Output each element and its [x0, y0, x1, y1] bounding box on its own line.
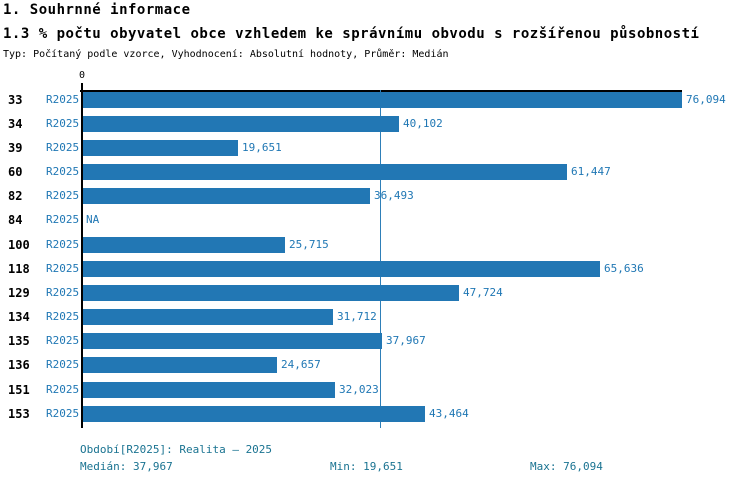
bar-value-label: 37,967 — [386, 334, 426, 348]
row-period-label: R2025 — [46, 213, 80, 227]
row-period-label: R2025 — [46, 358, 80, 372]
chart-row: 82 R2025 36,493 — [0, 188, 750, 205]
row-category-label: 134 — [8, 310, 30, 325]
bar-value-label: 24,657 — [281, 358, 321, 372]
row-category-label: 60 — [8, 165, 23, 180]
row-period-label: R2025 — [46, 189, 80, 203]
row-period-label: R2025 — [46, 165, 80, 179]
na-label: NA — [86, 213, 100, 227]
value-bar — [83, 405, 425, 422]
period-legend: Období[R2025]: Realita – 2025 — [80, 443, 273, 456]
chart-row: 34 R2025 40,102 — [0, 115, 750, 133]
row-period-label: R2025 — [46, 334, 80, 348]
y-axis-line — [81, 90, 83, 428]
value-bar — [83, 260, 600, 277]
row-category-label: 153 — [8, 406, 30, 421]
value-bar — [83, 284, 459, 301]
x-axis-zero-tick-label: 0 — [78, 70, 86, 81]
bar-value-label: 43,464 — [429, 406, 469, 420]
min-stat: Min: 19,651 — [330, 460, 403, 473]
bar-value-label: 61,447 — [571, 165, 611, 179]
chart-row: 135 R2025 37,967 — [0, 333, 750, 350]
chart-row: 60 R2025 61,447 — [0, 164, 750, 181]
x-axis-tick-mark — [81, 83, 83, 90]
section-title: 1. Souhrnné informace — [3, 2, 191, 18]
row-period-label: R2025 — [46, 116, 80, 130]
chart-row: 136 R2025 24,657 — [0, 357, 750, 374]
bar-value-label: 25,715 — [289, 237, 329, 251]
value-bar — [83, 91, 682, 108]
value-bar — [83, 188, 370, 205]
chart-settings-line: Typ: Počítaný podle vzorce, Vyhodnocení:… — [3, 49, 449, 60]
value-bar — [83, 381, 335, 398]
bar-value-label: 32,023 — [339, 382, 379, 396]
chart-row: 84 R2025 NA — [0, 212, 750, 229]
chart-row: 134 R2025 31,712 — [0, 309, 750, 326]
bar-value-label: 47,724 — [463, 285, 503, 299]
chart-row: 39 R2025 19,651 — [0, 139, 750, 157]
row-category-label: 129 — [8, 285, 30, 300]
row-category-label: 151 — [8, 382, 30, 397]
x-axis-line — [80, 90, 682, 92]
row-category-label: 33 — [8, 92, 23, 107]
row-category-label: 100 — [8, 237, 30, 252]
row-category-label: 82 — [8, 189, 23, 204]
value-bar — [83, 236, 285, 253]
row-category-label: 136 — [8, 358, 30, 373]
chart-title: 1.3 % počtu obyvatel obce vzhledem ke sp… — [3, 26, 700, 42]
value-bar — [83, 139, 238, 156]
value-bar — [83, 333, 382, 350]
bar-value-label: 40,102 — [403, 116, 443, 130]
median-stat: Medián: 37,967 — [80, 460, 173, 473]
chart-row: 151 R2025 32,023 — [0, 381, 750, 399]
row-period-label: R2025 — [46, 285, 80, 299]
chart-row: 153 R2025 43,464 — [0, 405, 750, 423]
row-period-label: R2025 — [46, 237, 80, 251]
chart-row: 118 R2025 65,636 — [0, 260, 750, 278]
value-bar — [83, 115, 399, 132]
row-period-label: R2025 — [46, 261, 80, 275]
row-period-label: R2025 — [46, 310, 80, 324]
value-bar — [83, 357, 277, 374]
row-category-label: 34 — [8, 116, 23, 131]
bar-value-label: 31,712 — [337, 310, 377, 324]
row-category-label: 135 — [8, 334, 30, 349]
chart-row: 33 R2025 76,094 — [0, 91, 750, 109]
row-period-label: R2025 — [46, 382, 80, 396]
value-bar — [83, 309, 333, 326]
max-stat: Max: 76,094 — [530, 460, 603, 473]
bar-value-label: 19,651 — [242, 140, 282, 154]
bar-value-label: 76,094 — [686, 92, 726, 106]
chart-row: 129 R2025 47,724 — [0, 284, 750, 302]
row-category-label: 118 — [8, 261, 30, 276]
bar-value-label: 65,636 — [604, 261, 644, 275]
value-bar — [83, 164, 567, 181]
bar-value-label: 36,493 — [374, 189, 414, 203]
row-category-label: 39 — [8, 140, 23, 155]
median-gridline — [380, 90, 381, 428]
row-period-label: R2025 — [46, 140, 80, 154]
chart-row: 100 R2025 25,715 — [0, 236, 750, 254]
row-period-label: R2025 — [46, 406, 80, 420]
row-period-label: R2025 — [46, 92, 80, 106]
row-category-label: 84 — [8, 213, 23, 228]
